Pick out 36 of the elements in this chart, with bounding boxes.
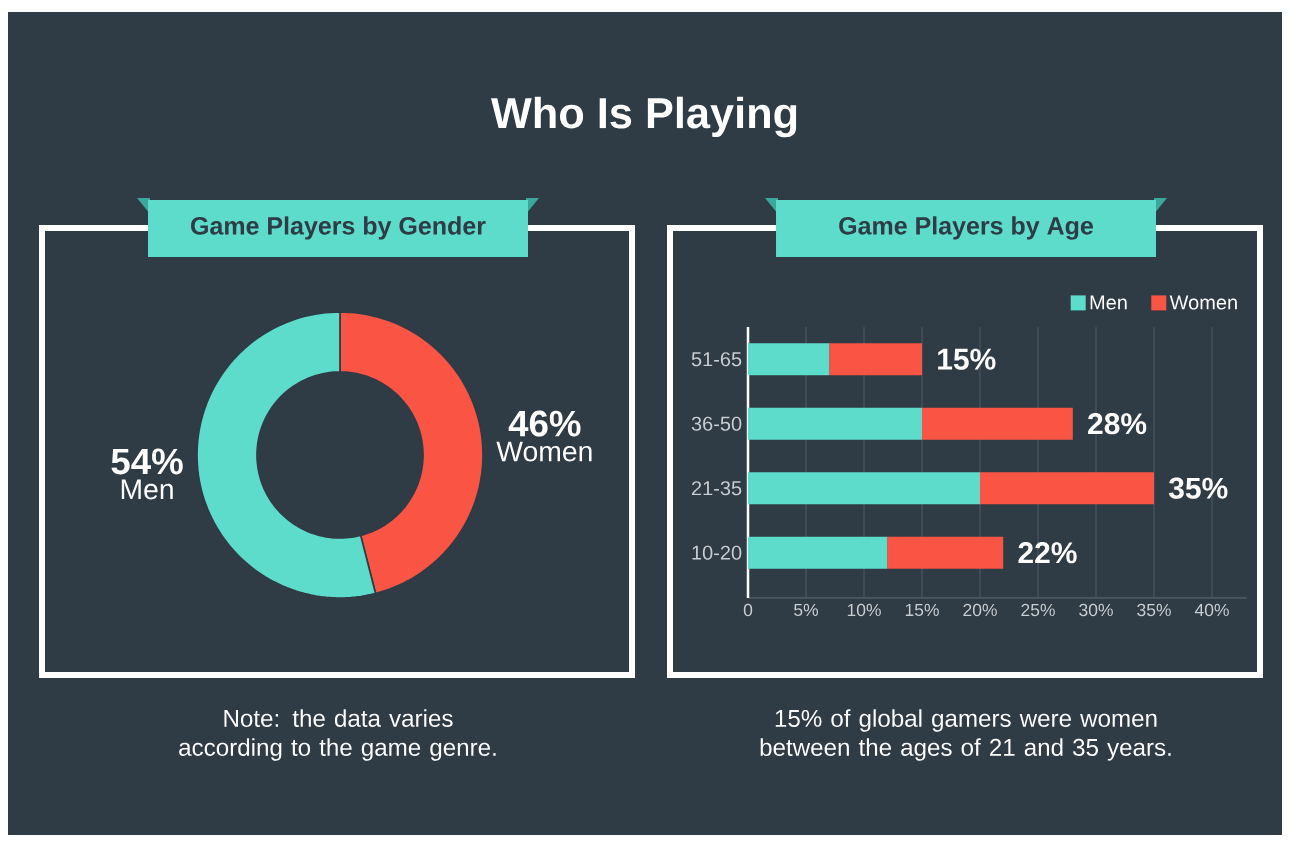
legend-label: Men — [1090, 295, 1127, 310]
bar — [922, 407, 1073, 440]
x-tick-label: 20% — [963, 603, 997, 617]
x-tick-label: 40% — [1194, 603, 1229, 617]
slice-label: Men — [121, 479, 173, 500]
bar — [748, 472, 981, 505]
bar — [829, 343, 923, 376]
bar — [980, 472, 1155, 505]
y-tick-label: 51-65 — [691, 352, 742, 367]
x-tick-label: 15% — [905, 603, 939, 617]
bar — [748, 407, 923, 440]
x-tick-label: 0 — [743, 603, 753, 617]
data-label: 46% — [508, 410, 581, 437]
x-tick-label: 30% — [1079, 603, 1113, 617]
legend-label: Women — [1169, 295, 1237, 310]
total-label: 22% — [1018, 542, 1077, 564]
y-tick-label: 21-35 — [691, 481, 742, 496]
text: Who Is Playing — [490, 96, 797, 138]
chart-title: Game Players by Gender — [191, 216, 486, 240]
bar — [887, 536, 1004, 569]
total-label: 35% — [1168, 477, 1228, 499]
total-label: 15% — [938, 348, 996, 370]
total-label: 28% — [1088, 413, 1147, 435]
y-tick-label: 36-50 — [691, 416, 742, 431]
x-tick-label: 10% — [847, 603, 881, 617]
chart-title: Game Players by Age — [839, 216, 1093, 240]
bar — [748, 343, 830, 376]
y-tick-label: 10-20 — [692, 545, 742, 560]
x-tick-label: 5% — [794, 603, 819, 617]
data-label: 54% — [111, 448, 183, 475]
x-tick-label: 35% — [1137, 603, 1171, 617]
text: 15% of global gamers were women between the ages of 21 and 35 years. — [760, 709, 1171, 761]
x-tick-label: 25% — [1021, 603, 1055, 617]
bar — [748, 536, 888, 569]
slice-label: Women — [496, 441, 592, 462]
text: Note: the data varies according to the game genre. — [179, 709, 496, 761]
